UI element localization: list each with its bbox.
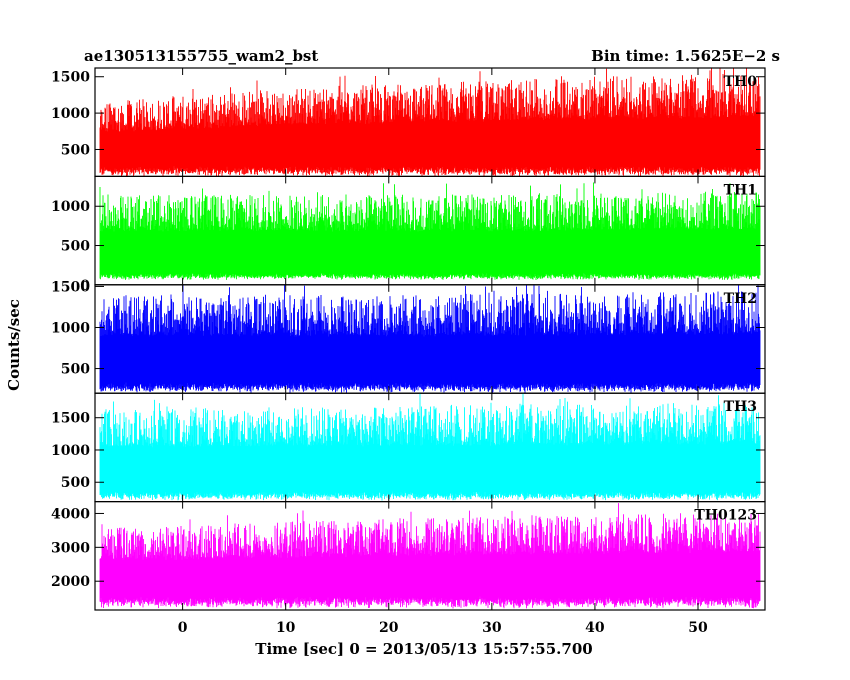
lightcurve-th2 <box>99 284 761 393</box>
panel-name-label: TH3 <box>724 399 757 415</box>
panel-name-label: TH0123 <box>694 508 757 524</box>
x-axis-label: Time [sec] 0 = 2013/05/13 15:57:55.700 <box>255 640 592 658</box>
panel-th2: 500 1000 1500 TH2 <box>51 279 766 394</box>
y-axis-label: Counts/sec <box>5 299 23 391</box>
y-tick-label: 1000 <box>51 199 90 215</box>
x-tick-label: 40 <box>585 620 605 636</box>
panel-th0: 500 1000 1500 TH0 <box>51 67 766 178</box>
y-tick-label: 1000 <box>51 321 90 337</box>
y-tick-label: 1000 <box>51 443 90 459</box>
panel-th3: 500 1000 1500 TH3 <box>51 392 766 503</box>
x-tick-label: 10 <box>276 620 296 636</box>
lightcurve-th3 <box>99 393 761 501</box>
y-tick-label: 1500 <box>51 70 90 86</box>
lightcurve-th0 <box>99 68 761 177</box>
y-tick-label: 4000 <box>51 506 90 522</box>
y-tick-label: 2000 <box>51 574 90 590</box>
x-tick-label: 50 <box>688 620 708 636</box>
panel-th0123: 2000 3000 4000 TH0123 <box>51 501 766 611</box>
panel-name-label: TH2 <box>724 291 757 307</box>
y-tick-label: 1500 <box>51 279 90 295</box>
chart-title: ae130513155755_wam2_bst <box>84 47 318 65</box>
lightcurve-th0123 <box>99 503 761 609</box>
panel-name-label: TH0 <box>724 74 758 90</box>
y-tick-label: 1000 <box>51 106 90 122</box>
y-tick-label: 0 <box>80 278 90 294</box>
y-tick-label: 500 <box>61 142 90 158</box>
panel-th1: 0 500 1000 TH1 <box>51 175 766 294</box>
y-tick-label: 3000 <box>51 540 90 556</box>
x-tick-label: 30 <box>482 620 502 636</box>
y-tick-label: 500 <box>61 239 90 255</box>
y-tick-label: 500 <box>61 362 90 378</box>
y-tick-label: 1500 <box>51 411 90 427</box>
panel-name-label: TH1 <box>724 182 757 198</box>
y-tick-label: 500 <box>61 475 90 491</box>
x-tick-label: 20 <box>379 620 399 636</box>
x-tick-label: 0 <box>178 620 188 636</box>
lightcurve-th1 <box>99 182 761 280</box>
bin-time-label: Bin time: 1.5625E−2 s <box>591 47 780 65</box>
panel-frame <box>94 501 766 611</box>
